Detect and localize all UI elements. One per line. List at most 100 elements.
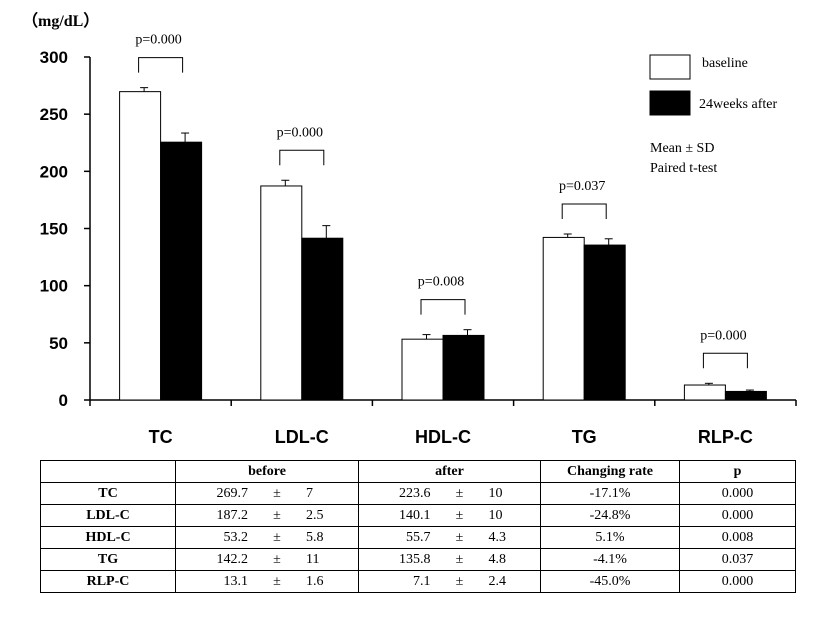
significance-bracket — [420, 299, 466, 315]
p-value-label: p=0.000 — [135, 33, 181, 48]
plus-minus: ± — [273, 507, 281, 523]
before-mean: 142.2 — [216, 551, 249, 567]
table-row: HDL-C 53.2 ±5.8 55.7 ±4.3 5.1% 0.008 — [40, 526, 796, 549]
table-row: TC 269.7 ±7 223.6 ±10 -17.1% 0.000 — [40, 482, 796, 505]
table-header-rate: Changing rate — [540, 460, 680, 483]
y-tick-label: 0 — [59, 391, 68, 410]
before-cell: 53.2 ±5.8 — [175, 526, 359, 549]
p-value-cell: 0.000 — [679, 504, 796, 527]
legend-label-after: 24weeks after — [699, 97, 777, 112]
after-sd: 2.4 — [488, 573, 507, 589]
bar-baseline — [542, 236, 585, 401]
category-label: TC — [149, 427, 173, 447]
legend-swatch-baseline — [649, 54, 691, 80]
p-value-cell: 0.000 — [679, 570, 796, 593]
bar-baseline — [401, 338, 444, 401]
row-label: HDL-C — [40, 526, 176, 549]
before-sd: 2.5 — [306, 507, 324, 523]
category-label: HDL-C — [415, 427, 471, 447]
changing-rate-cell: -24.8% — [540, 504, 680, 527]
table-header-before: before — [175, 460, 359, 483]
significance-bracket — [561, 203, 607, 219]
plus-minus: ± — [455, 573, 464, 589]
after-sd: 10 — [488, 507, 503, 523]
y-tick-label: 50 — [49, 334, 68, 353]
legend-note-mean-sd: Mean ± SD — [650, 141, 714, 156]
after-cell: 140.1 ±10 — [358, 504, 541, 527]
y-tick-label: 100 — [40, 277, 68, 296]
before-cell: 187.2 ±2.5 — [175, 504, 359, 527]
bar-baseline — [683, 384, 726, 401]
y-tick-label: 150 — [40, 220, 68, 239]
changing-rate-cell: -45.0% — [540, 570, 680, 593]
table-row: RLP-C 13.1 ±1.6 7.1 ±2.4 -45.0% 0.000 — [40, 570, 796, 593]
category-label: LDL-C — [275, 427, 329, 447]
plus-minus: ± — [455, 529, 464, 545]
table-header-p: p — [679, 460, 796, 483]
p-value-label: p=0.037 — [559, 179, 605, 194]
y-tick-label: 250 — [40, 105, 68, 124]
bar-after — [160, 141, 203, 401]
legend-note-test: Paired t-test — [650, 161, 717, 176]
bar-after — [724, 390, 767, 401]
before-mean: 53.2 — [223, 529, 249, 545]
before-mean: 269.7 — [216, 485, 249, 501]
category-label: TG — [572, 427, 597, 447]
before-sd: 11 — [306, 551, 320, 567]
p-value-label: p=0.000 — [700, 328, 746, 343]
plus-minus: ± — [273, 529, 281, 545]
data-table: before after Changing rate p TC 269.7 ±7 22… — [40, 460, 796, 593]
before-sd: 5.8 — [306, 529, 324, 545]
plus-minus: ± — [273, 573, 281, 589]
row-label: TG — [40, 548, 176, 571]
after-mean: 55.7 — [406, 529, 431, 545]
plus-minus: ± — [455, 485, 464, 501]
after-mean: 223.6 — [399, 485, 431, 501]
changing-rate-cell: -17.1% — [540, 482, 680, 505]
row-label: LDL-C — [40, 504, 176, 527]
after-cell: 55.7 ±4.3 — [358, 526, 541, 549]
row-label: TC — [40, 482, 176, 505]
after-cell: 223.6 ±10 — [358, 482, 541, 505]
before-cell: 142.2 ±11 — [175, 548, 359, 571]
significance-bracket — [702, 352, 748, 369]
after-mean: 140.1 — [399, 507, 431, 523]
after-sd: 4.3 — [488, 529, 507, 545]
after-sd: 10 — [488, 485, 503, 501]
legend-swatch-after — [649, 90, 691, 116]
p-value-cell: 0.000 — [679, 482, 796, 505]
before-cell: 13.1 ±1.6 — [175, 570, 359, 593]
after-cell: 135.8 ±4.8 — [358, 548, 541, 571]
row-label: RLP-C — [40, 570, 176, 593]
plus-minus: ± — [273, 551, 281, 567]
y-tick-label: 300 — [40, 48, 68, 67]
significance-bracket — [138, 57, 184, 73]
bar-after — [583, 244, 626, 401]
category-label: RLP-C — [698, 427, 753, 447]
y-unit-label: （mg/dL） — [22, 12, 99, 30]
table-row: LDL-C 187.2 ±2.5 140.1 ±10 -24.8% 0.000 — [40, 504, 796, 527]
before-mean: 13.1 — [223, 573, 249, 589]
table-header-after: after — [358, 460, 541, 483]
after-sd: 4.8 — [488, 551, 507, 567]
bar-after — [442, 334, 485, 401]
bar-baseline — [119, 91, 162, 401]
p-value-label: p=0.000 — [277, 125, 323, 140]
before-mean: 187.2 — [216, 507, 249, 523]
legend-label-baseline: baseline — [702, 56, 748, 71]
table-header-row: before after Changing rate p — [40, 460, 796, 483]
p-value-cell: 0.008 — [679, 526, 796, 549]
after-cell: 7.1 ±2.4 — [358, 570, 541, 593]
bar-after — [301, 237, 344, 401]
changing-rate-cell: 5.1% — [540, 526, 680, 549]
changing-rate-cell: -4.1% — [540, 548, 680, 571]
bar-baseline — [260, 185, 303, 401]
before-cell: 269.7 ±7 — [175, 482, 359, 505]
significance-bracket — [279, 149, 325, 166]
before-sd: 1.6 — [306, 573, 324, 589]
p-value-label: p=0.008 — [418, 275, 464, 290]
after-mean: 135.8 — [399, 551, 431, 567]
plus-minus: ± — [455, 551, 464, 567]
y-tick-label: 200 — [40, 162, 68, 181]
table-header-empty — [40, 460, 176, 483]
